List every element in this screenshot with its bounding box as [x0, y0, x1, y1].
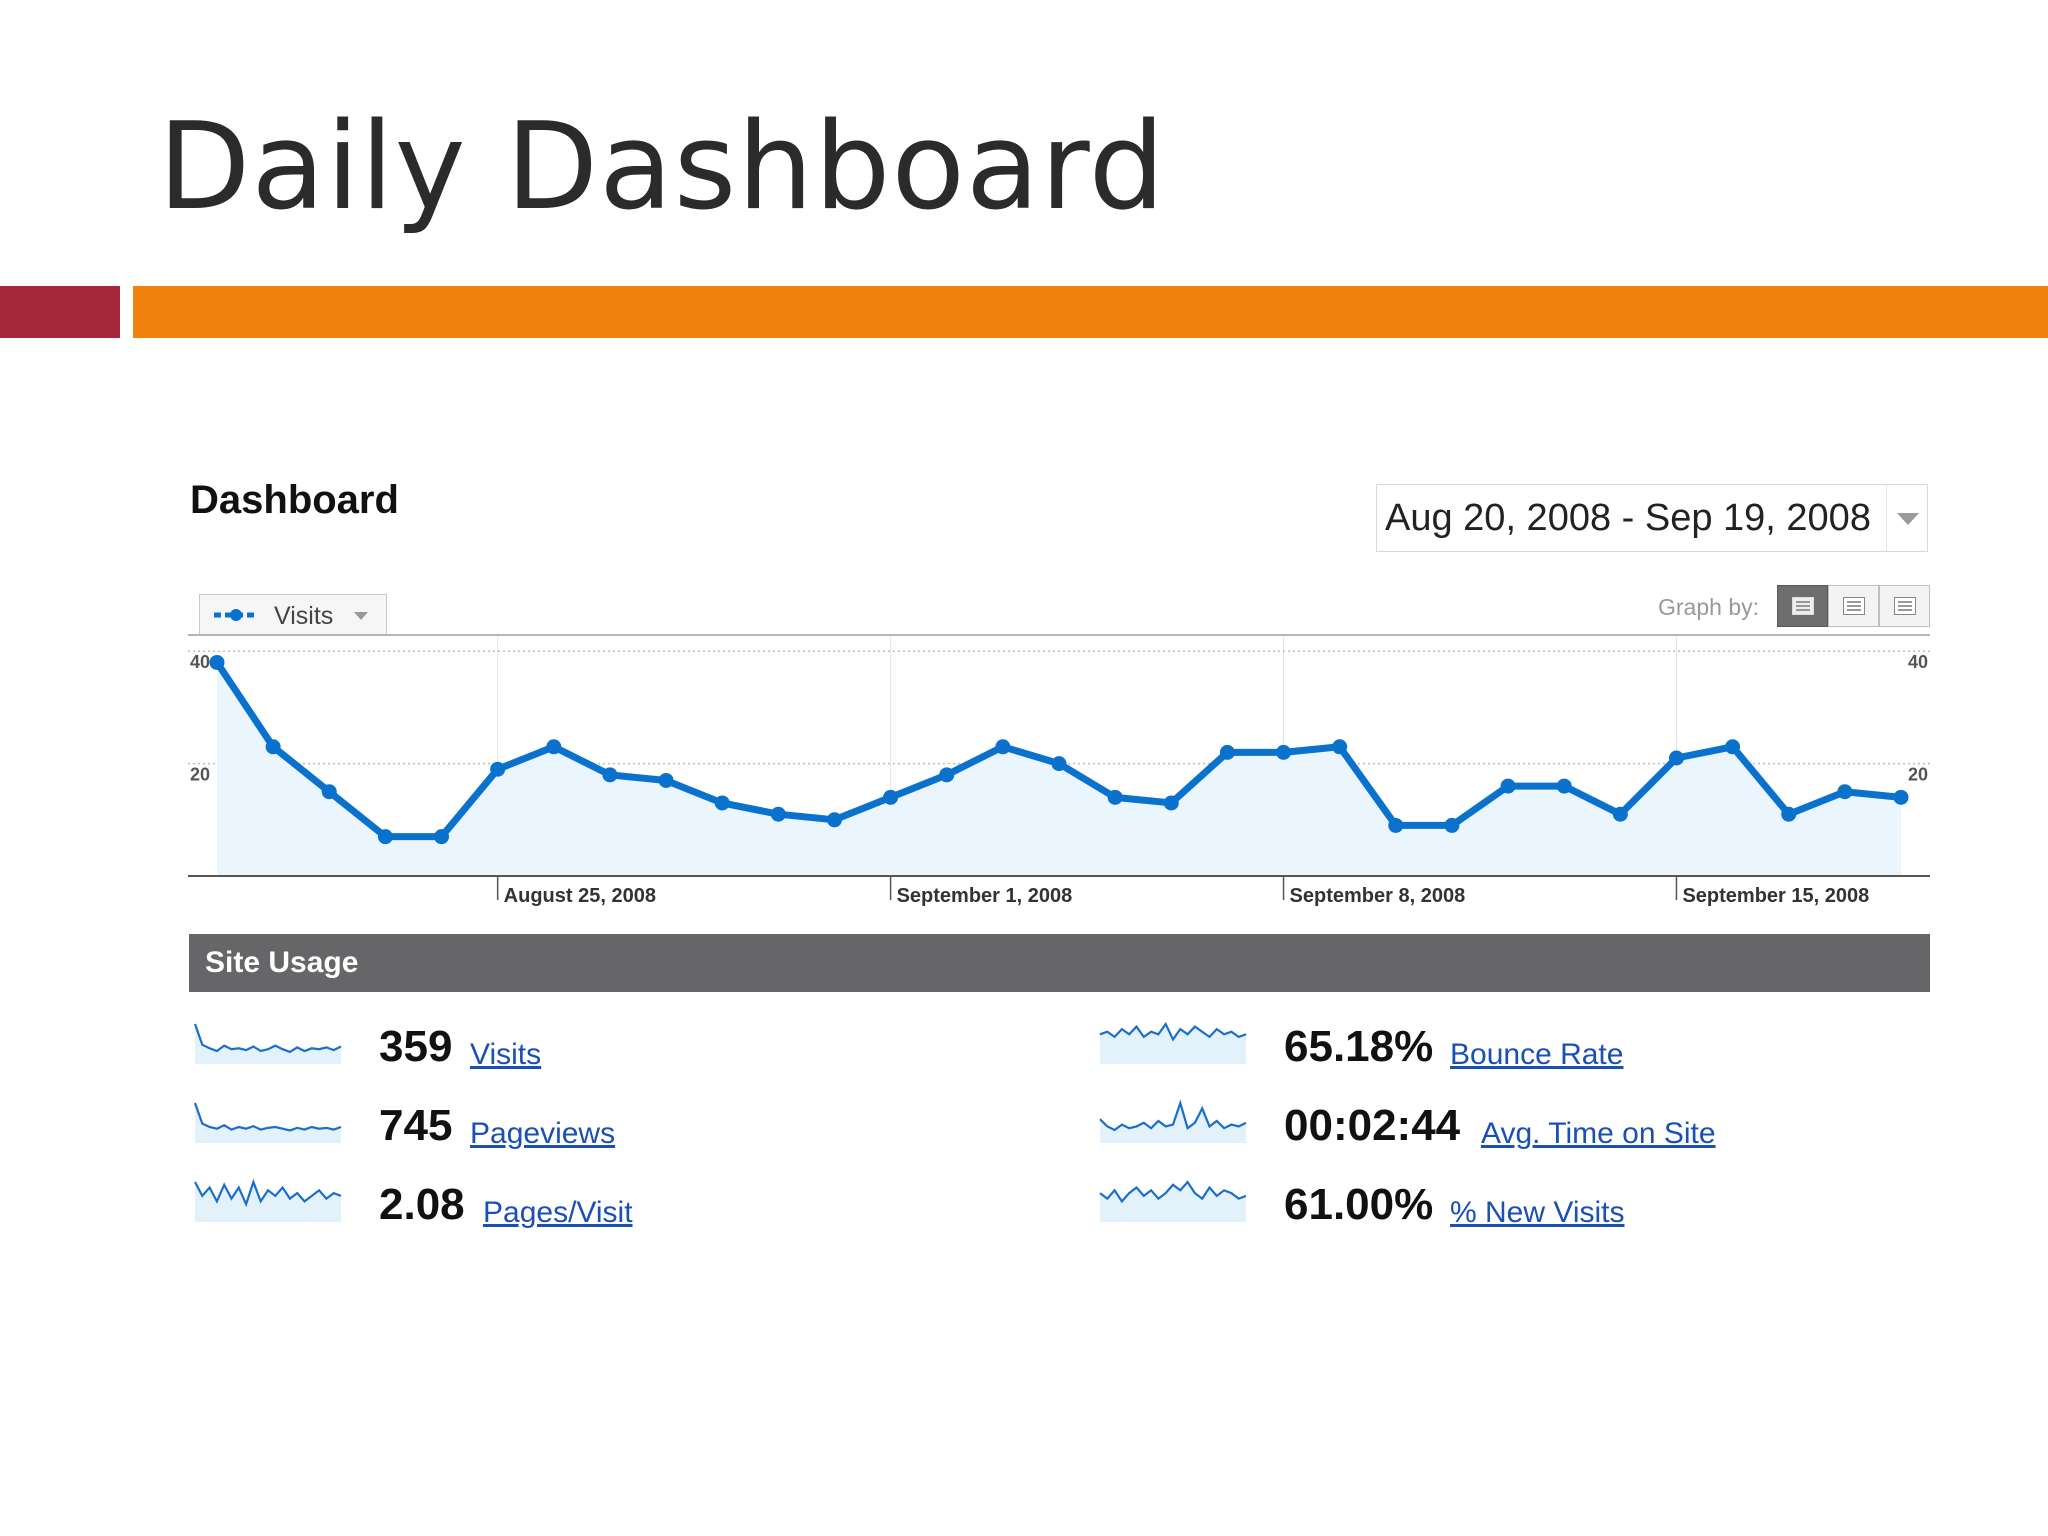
sparkline-new-visits — [1099, 1180, 1247, 1222]
stat-value: 745 — [379, 1101, 453, 1150]
data-point — [321, 784, 337, 800]
site-usage-title: Site Usage — [205, 946, 359, 979]
sparkline-bounce-rate — [1099, 1021, 1247, 1064]
date-range-text: Aug 20, 2008 - Sep 19, 2008 — [1385, 497, 1871, 539]
data-point — [826, 812, 842, 828]
chevron-down-icon[interactable] — [1886, 485, 1927, 551]
data-point — [1051, 756, 1067, 772]
y-tick-label-left: 20 — [190, 765, 210, 785]
list-view-icon — [1894, 597, 1916, 615]
stat-value: 00:02:44 — [1284, 1101, 1461, 1150]
y-tick-label-right: 40 — [1908, 652, 1928, 672]
sparkline-avg-time-on-site — [1099, 1099, 1247, 1143]
data-point — [1668, 750, 1684, 766]
data-point — [602, 767, 618, 783]
data-point — [265, 739, 281, 755]
sparkline-visits — [193, 1023, 342, 1064]
data-point — [995, 739, 1011, 755]
data-point — [490, 761, 506, 777]
data-point — [1332, 739, 1348, 755]
data-point — [1725, 739, 1741, 755]
x-tick-label: September 1, 2008 — [897, 885, 1073, 906]
graph-by-day-button[interactable] — [1777, 585, 1828, 627]
data-point — [1612, 806, 1628, 822]
dashboard-title: Dashboard — [190, 478, 399, 522]
data-point — [939, 767, 955, 783]
caret-down-icon — [354, 612, 368, 620]
data-point — [770, 806, 786, 822]
stat-pages-per-visit: 2.08 Pages/Visit — [193, 1178, 893, 1238]
line-series-icon — [214, 609, 258, 621]
x-tick-label: September 15, 2008 — [1682, 885, 1869, 906]
graph-by-month-button[interactable] — [1879, 585, 1930, 627]
data-point — [546, 739, 562, 755]
sparkline-area — [1100, 1024, 1246, 1064]
title-accent-bar — [0, 286, 120, 338]
sparkline-line — [193, 1102, 342, 1132]
data-point — [1500, 778, 1516, 794]
data-point — [1163, 795, 1179, 811]
graph-by-week-button[interactable] — [1828, 585, 1879, 627]
pages-per-visit-link[interactable]: Pages/Visit — [483, 1196, 633, 1229]
data-point — [1893, 789, 1909, 805]
stat-avg-time-on-site: 00:02:44 Avg. Time on Site — [1098, 1099, 1898, 1159]
stat-value: 65.18% — [1284, 1022, 1434, 1071]
metric-selector-label: Visits — [274, 602, 334, 630]
data-point — [1276, 744, 1292, 760]
title-divider-bar — [133, 286, 2048, 338]
x-tick-label: August 25, 2008 — [504, 885, 656, 906]
data-point — [377, 829, 393, 845]
sparkline-line — [1099, 1180, 1247, 1204]
data-point — [1107, 789, 1123, 805]
stat-value: 359 — [379, 1022, 453, 1071]
sparkline-area — [1100, 1103, 1246, 1143]
sparkline-area — [195, 1024, 341, 1064]
list-view-icon — [1792, 597, 1814, 615]
data-point — [1837, 784, 1853, 800]
new-visits-link[interactable]: % New Visits — [1450, 1196, 1625, 1229]
stat-value: 61.00% — [1284, 1180, 1434, 1229]
sparkline-area — [195, 1103, 341, 1143]
sparkline-line — [194, 1178, 342, 1208]
sparkline-line — [193, 1023, 342, 1054]
avg-time-on-site-link[interactable]: Avg. Time on Site — [1481, 1117, 1716, 1150]
stat-pageviews: 745 Pageviews — [193, 1099, 893, 1159]
sparkline-pageviews — [193, 1102, 342, 1143]
sparkline-area — [1100, 1182, 1246, 1222]
metric-selector[interactable]: Visits — [199, 594, 387, 634]
pageviews-link[interactable]: Pageviews — [470, 1117, 616, 1150]
date-range-selector[interactable]: Aug 20, 2008 - Sep 19, 2008 — [1376, 484, 1928, 552]
graph-by-label: Graph by: — [1658, 594, 1759, 620]
data-point — [1556, 778, 1572, 794]
stat-new-visits: 61.00% % New Visits — [1098, 1178, 1898, 1238]
sparkline-line — [1099, 1099, 1247, 1132]
stat-visits: 359 Visits — [193, 1020, 893, 1080]
stat-value: 2.08 — [379, 1180, 465, 1229]
data-point — [1444, 817, 1460, 833]
sparkline-pages-per-visit — [194, 1178, 342, 1222]
x-tick-label: September 8, 2008 — [1290, 885, 1466, 906]
slide-title: Daily Dashboard — [158, 98, 1166, 237]
sparkline-line — [1099, 1021, 1247, 1042]
y-tick-label-right: 20 — [1908, 765, 1928, 785]
data-point — [658, 772, 674, 788]
data-point — [1388, 817, 1404, 833]
data-point — [209, 654, 225, 670]
visits-link[interactable]: Visits — [470, 1038, 542, 1071]
data-point — [434, 829, 450, 845]
sparkline-area — [195, 1182, 341, 1222]
data-point — [1781, 806, 1797, 822]
data-point — [883, 789, 899, 805]
data-point — [714, 795, 730, 811]
visits-chart: August 25, 2008 September 1, 2008 Septembe… — [188, 634, 1930, 906]
stat-bounce-rate: 65.18% Bounce Rate — [1098, 1020, 1898, 1080]
data-point — [1219, 744, 1235, 760]
bounce-rate-link[interactable]: Bounce Rate — [1450, 1038, 1624, 1071]
y-tick-label-left: 40 — [190, 652, 210, 672]
list-view-icon — [1843, 597, 1865, 615]
site-usage-header: Site Usage — [189, 934, 1930, 992]
